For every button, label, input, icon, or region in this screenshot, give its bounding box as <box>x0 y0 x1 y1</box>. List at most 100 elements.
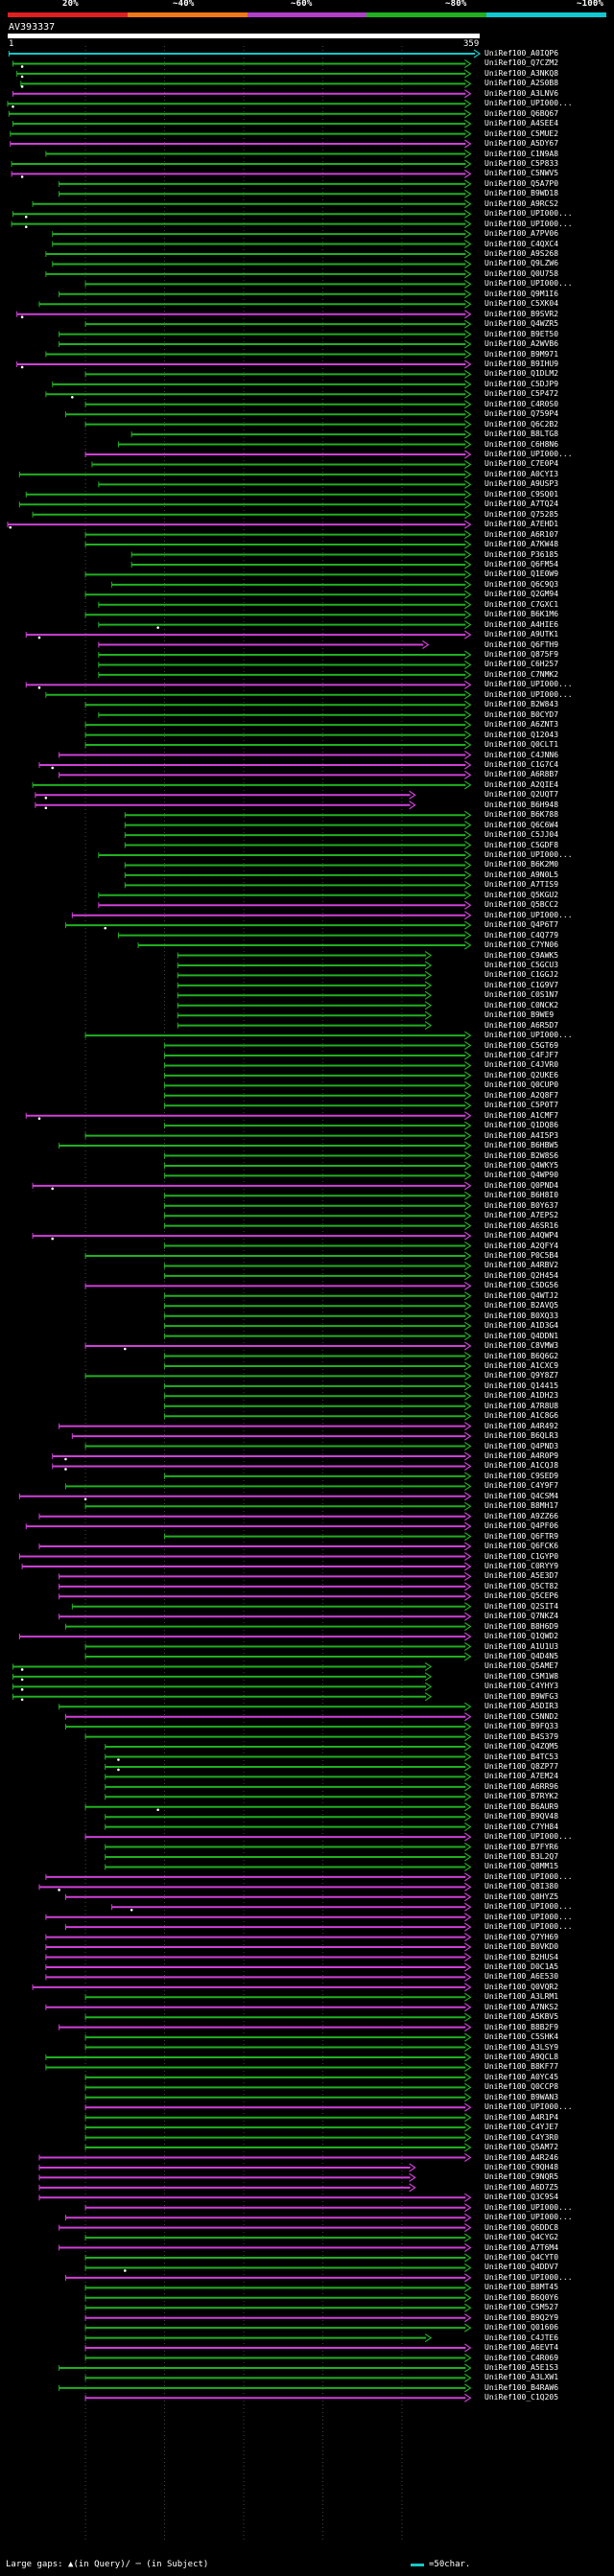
hit-label-link[interactable]: UniRef100_C6H8N6 <box>484 439 559 449</box>
hit-label-link[interactable]: UniRef100_C0NCK2 <box>484 1000 559 1010</box>
hit-row[interactable] <box>137 940 472 950</box>
hit-label-link[interactable]: UniRef100_C5GDF8 <box>484 840 559 849</box>
hit-row[interactable] <box>59 1591 472 1601</box>
hit-label-link[interactable]: UniRef100_A6SR16 <box>484 1220 559 1230</box>
hit-label-link[interactable]: UniRef100_B4TC53 <box>484 1752 559 1761</box>
hit-row[interactable] <box>45 1933 472 1942</box>
hit-label-link[interactable]: UniRef100_Q2UKE6 <box>484 1070 559 1079</box>
hit-label-link[interactable]: UniRef100_Q5AME7 <box>484 1661 559 1671</box>
hit-row[interactable] <box>164 1271 472 1281</box>
hit-row[interactable] <box>59 1141 472 1150</box>
hit-row[interactable] <box>64 1722 472 1731</box>
hit-row[interactable] <box>164 1301 472 1311</box>
hit-label-link[interactable]: UniRef100_C5SHK4 <box>484 2032 559 2042</box>
hit-label-link[interactable]: UniRef100_C0RYY9 <box>484 1561 559 1570</box>
hit-row[interactable] <box>59 2023 472 2032</box>
hit-label-link[interactable]: UniRef100_C7YN06 <box>484 940 559 950</box>
hit-label-link[interactable]: UniRef100_C4FJF7 <box>484 1051 559 1059</box>
hit-label-link[interactable]: UniRef100_P0C5B4 <box>484 1251 559 1260</box>
hit-row[interactable] <box>84 1802 472 1812</box>
hit-row[interactable] <box>164 1080 472 1090</box>
hit-label-link[interactable]: UniRef100_Q0U758 <box>484 268 559 278</box>
hit-row[interactable] <box>25 490 472 499</box>
hit-row[interactable] <box>164 1201 472 1211</box>
hit-row[interactable] <box>98 620 472 630</box>
hit-label-link[interactable]: UniRef100_B2AVQ5 <box>484 1301 559 1311</box>
hit-row[interactable] <box>38 2153 472 2162</box>
hit-row[interactable] <box>64 2273 472 2283</box>
hit-label-link[interactable]: UniRef100_C9QH48 <box>484 2162 559 2171</box>
hit-row[interactable] <box>71 1431 472 1441</box>
hit-row[interactable] <box>91 459 472 469</box>
hit-label-link[interactable]: UniRef100_Q5CT82 <box>484 1581 559 1590</box>
hit-row[interactable] <box>84 279 472 289</box>
hit-row[interactable] <box>59 751 472 759</box>
hit-label-link[interactable]: UniRef100_B4RAW6 <box>484 2382 559 2392</box>
hit-row[interactable] <box>52 380 472 389</box>
hit-row[interactable] <box>84 590 472 599</box>
hit-label-link[interactable]: UniRef100_C5M1W8 <box>484 1671 559 1681</box>
hit-row[interactable] <box>38 299 472 309</box>
hit-row[interactable] <box>18 1632 472 1641</box>
hit-label-link[interactable]: UniRef100_C5GT69 <box>484 1040 559 1050</box>
hit-label-link[interactable]: UniRef100_Q4WZR5 <box>484 319 559 329</box>
hit-row[interactable] <box>84 740 472 750</box>
hit-label-link[interactable]: UniRef100_Q0CCP8 <box>484 2082 559 2092</box>
hit-row[interactable] <box>164 1532 472 1542</box>
hit-label-link[interactable]: UniRef100_Q5A7P0 <box>484 178 559 188</box>
hit-row[interactable] <box>164 1171 472 1180</box>
hit-label-link[interactable]: UniRef100_Q5AM72 <box>484 2143 559 2152</box>
hit-label-link[interactable]: UniRef100_Q3C9S4 <box>484 2193 559 2202</box>
hit-row[interactable] <box>84 1442 472 1451</box>
hit-label-link[interactable]: UniRef100_Q4DDN1 <box>484 1331 559 1340</box>
hit-row[interactable] <box>164 1091 472 1101</box>
hit-label-link[interactable]: UniRef100_Q0CLT1 <box>484 740 559 750</box>
hit-row[interactable] <box>164 1352 472 1360</box>
hit-row[interactable] <box>64 409 472 419</box>
hit-label-link[interactable]: UniRef100_Q01606 <box>484 2323 559 2332</box>
hit-label-link[interactable]: UniRef100_Q4ZQM5 <box>484 1742 559 1752</box>
hit-label-link[interactable]: UniRef100_UPI000... <box>484 1031 573 1040</box>
hit-row[interactable] <box>130 550 472 559</box>
hit-label-link[interactable]: UniRef100_C9SED9 <box>484 1471 559 1480</box>
hit-row[interactable] <box>84 2253 472 2263</box>
hit-row[interactable] <box>164 1060 472 1070</box>
hit-label-link[interactable]: UniRef100_UPI000... <box>484 219 573 228</box>
hit-label-link[interactable]: UniRef100_A2QIE4 <box>484 779 559 789</box>
hit-row[interactable] <box>52 240 472 249</box>
hit-label-link[interactable]: UniRef100_B7RYK2 <box>484 1792 559 1801</box>
hit-row[interactable] <box>8 109 472 119</box>
hit-row[interactable] <box>64 1481 472 1491</box>
hit-row[interactable] <box>11 169 472 178</box>
hit-label-link[interactable]: UniRef100_Q4CYG2 <box>484 2233 559 2242</box>
hit-label-link[interactable]: UniRef100_C7E0P4 <box>484 459 559 469</box>
hit-row[interactable] <box>59 1422 472 1431</box>
hit-row[interactable] <box>11 220 472 229</box>
hit-row[interactable] <box>59 1612 472 1621</box>
hit-row[interactable] <box>84 2333 433 2343</box>
hit-row[interactable] <box>38 760 472 770</box>
hit-row[interactable] <box>98 670 472 680</box>
hit-row[interactable] <box>35 801 416 810</box>
hit-row[interactable] <box>177 970 433 980</box>
hit-row[interactable] <box>164 1291 472 1301</box>
hit-label-link[interactable]: UniRef100_UPI000... <box>484 450 573 458</box>
hit-label-link[interactable]: UniRef100_A2QFY4 <box>484 1241 559 1250</box>
hit-label-link[interactable]: UniRef100_Q0VQR2 <box>484 1982 559 1991</box>
hit-label-link[interactable]: UniRef100_C5JJ04 <box>484 830 559 840</box>
hit-label-link[interactable]: UniRef100_B6K2M0 <box>484 860 559 870</box>
hit-row[interactable] <box>177 981 433 990</box>
hit-label-link[interactable]: UniRef100_A1U1U3 <box>484 1641 559 1651</box>
hit-label-link[interactable]: UniRef100_B9WAN3 <box>484 2092 559 2101</box>
hit-row[interactable] <box>25 1521 472 1531</box>
hit-row[interactable] <box>45 269 472 279</box>
hit-row[interactable] <box>105 1752 472 1761</box>
hit-row[interactable] <box>105 1762 472 1772</box>
hit-row[interactable] <box>12 1682 433 1691</box>
hit-label-link[interactable]: UniRef100_A6R5D7 <box>484 1020 559 1030</box>
hit-label-link[interactable]: UniRef100_UPI000... <box>484 910 573 919</box>
hit-label-link[interactable]: UniRef100_C1GYP0 <box>484 1551 559 1561</box>
hit-row[interactable] <box>71 911 472 920</box>
hit-label-link[interactable]: UniRef100_A3LSY9 <box>484 2042 559 2052</box>
hit-label-link[interactable]: UniRef100_A1CXC9 <box>484 1360 559 1370</box>
